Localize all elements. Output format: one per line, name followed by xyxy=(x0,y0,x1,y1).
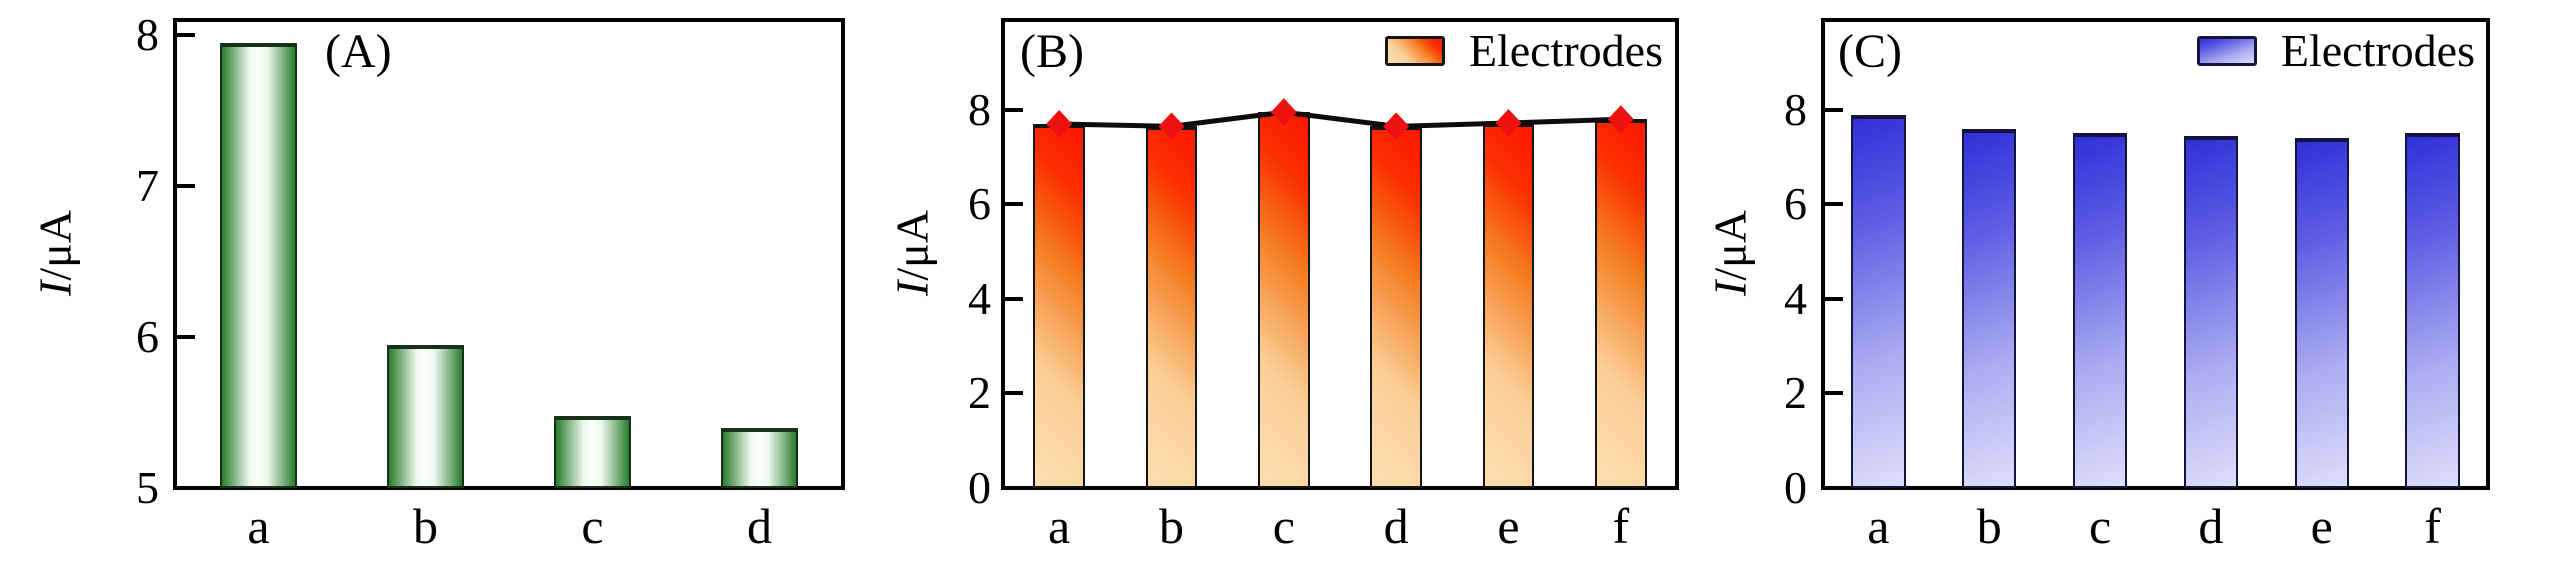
y-axis-tick xyxy=(177,486,195,490)
y-axis-tick xyxy=(177,184,195,189)
x-axis-label-d: d xyxy=(2198,498,2224,554)
x-axis-label-d: d xyxy=(747,498,772,554)
x-axis-label-d: d xyxy=(1383,498,1409,554)
bar-b xyxy=(387,344,464,488)
y-axis-title: I/μA xyxy=(1704,210,1757,296)
y-axis-tick-label: 5 xyxy=(136,462,159,513)
y-axis-tick xyxy=(1005,107,1023,112)
bar-e xyxy=(2294,138,2349,488)
y-axis-tick-label: 8 xyxy=(968,83,991,135)
bar-a xyxy=(1851,114,1906,488)
y-axis-tick xyxy=(177,33,195,38)
panel-label-A: (A) xyxy=(325,25,392,78)
y-axis-tick xyxy=(1825,107,1843,112)
y-axis-tick-label: 6 xyxy=(968,178,991,230)
x-axis-label-f: f xyxy=(2424,498,2441,554)
legend: Electrodes xyxy=(1384,25,1663,76)
x-axis-label-a: a xyxy=(1867,498,1890,554)
y-axis-tick xyxy=(1005,296,1023,301)
y-axis-title-symbol: I xyxy=(886,280,938,296)
legend-swatch xyxy=(2196,36,2257,66)
x-axis-label-e: e xyxy=(2310,498,2333,554)
legend-label: Electrodes xyxy=(2280,25,2475,76)
plot-area-A xyxy=(173,18,845,490)
x-axis-label-e: e xyxy=(1497,498,1520,554)
y-axis-tick-label: 7 xyxy=(136,160,159,212)
y-axis-tick-label: 2 xyxy=(968,367,991,419)
y-axis-title-unit: /μA xyxy=(886,210,938,281)
panel-label-B: (B) xyxy=(1020,25,1084,78)
x-axis-label-c: c xyxy=(1272,498,1295,554)
bar-c xyxy=(554,415,631,488)
bar-c xyxy=(2072,133,2128,488)
x-axis-label-b: b xyxy=(1159,498,1184,554)
y-axis-tick xyxy=(1825,202,1843,207)
bar-f xyxy=(2405,133,2460,488)
x-axis-label-b: b xyxy=(1976,498,2002,554)
y-axis-tick xyxy=(1825,391,1843,396)
y-axis-title: I/μA xyxy=(29,210,82,296)
y-axis-title-symbol: I xyxy=(1704,280,1756,296)
bar-e xyxy=(1482,123,1535,488)
bar-c xyxy=(1257,112,1310,488)
y-axis-tick-label: 8 xyxy=(1784,83,1807,135)
y-axis-tick xyxy=(1005,486,1023,490)
panel-label-C: (C) xyxy=(1838,25,1902,78)
x-axis-label-c: c xyxy=(581,498,604,554)
y-axis-tick-label: 4 xyxy=(968,272,991,324)
bar-f xyxy=(1594,119,1647,488)
bar-d xyxy=(2183,135,2239,488)
y-axis-title: I/μA xyxy=(886,210,939,296)
plot-area-C xyxy=(1821,18,2490,490)
x-axis-label-a: a xyxy=(1048,498,1071,554)
y-axis-tick-label: 6 xyxy=(1784,178,1807,230)
x-axis-label-b: b xyxy=(413,498,438,554)
bar-b xyxy=(1145,126,1198,488)
x-axis-label-c: c xyxy=(2088,498,2112,554)
y-axis-tick-label: 6 xyxy=(136,311,159,363)
y-axis-tick-label: 8 xyxy=(136,9,159,61)
y-axis-tick xyxy=(1005,391,1023,396)
y-axis-title-symbol: I xyxy=(29,280,81,296)
y-axis-tick xyxy=(1005,202,1023,207)
bar-d xyxy=(1370,126,1422,488)
x-axis-label-a: a xyxy=(247,498,270,554)
bar-a xyxy=(1033,124,1085,488)
bar-d xyxy=(721,427,798,488)
bar-a xyxy=(220,42,297,488)
bar-b xyxy=(1962,128,2017,488)
y-axis-tick xyxy=(177,335,195,340)
y-axis-title-unit: /μA xyxy=(1704,210,1756,281)
y-axis-title-unit: /μA xyxy=(29,210,81,281)
plot-area-B xyxy=(1001,18,1679,490)
legend-swatch xyxy=(1384,36,1445,66)
y-axis-tick-label: 4 xyxy=(1784,272,1807,324)
y-axis-tick-label: 0 xyxy=(1784,462,1807,513)
y-axis-tick-label: 2 xyxy=(1784,367,1807,419)
legend-label: Electrodes xyxy=(1468,25,1663,76)
legend: Electrodes xyxy=(2196,25,2475,76)
x-axis-label-f: f xyxy=(1612,498,1630,554)
y-axis-tick xyxy=(1825,296,1843,301)
y-axis-tick-label: 0 xyxy=(968,462,991,513)
y-axis-tick xyxy=(1825,486,1843,490)
